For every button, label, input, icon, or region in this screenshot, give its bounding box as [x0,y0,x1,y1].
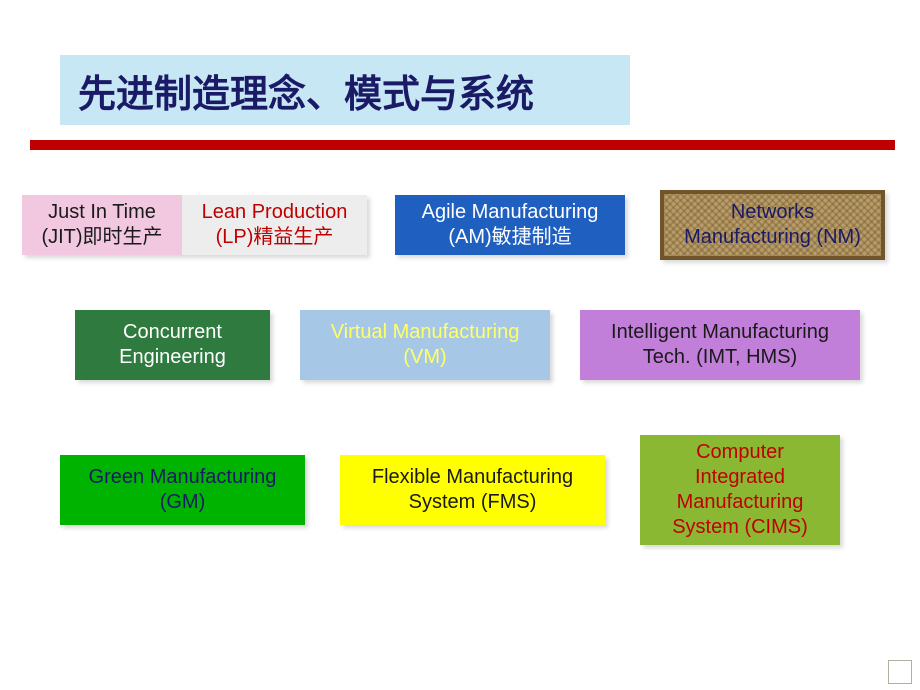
title-text: 先进制造理念、模式与系统 [78,63,534,118]
card-label: Just In Time(JIT)即时生产 [41,200,162,250]
concept-card: Green Manufacturing(GM) [60,455,305,525]
card-label: ComputerIntegratedManufacturingSystem (C… [672,440,808,540]
card-label: Virtual Manufacturing(VM) [331,320,520,370]
concept-card: Virtual Manufacturing(VM) [300,310,550,380]
title-box: 先进制造理念、模式与系统 [60,55,630,125]
card-label: Green Manufacturing(GM) [89,465,277,515]
card-label: Flexible ManufacturingSystem (FMS) [372,465,573,515]
concept-card: Lean Production(LP)精益生产 [182,195,367,255]
slide-corner-indicator [888,660,912,684]
concept-card: NetworksManufacturing (NM) [660,190,885,260]
title-underline [30,140,895,150]
concept-card: Flexible ManufacturingSystem (FMS) [340,455,605,525]
card-label: Intelligent ManufacturingTech. (IMT, HMS… [611,320,829,370]
concept-card: Agile Manufacturing(AM)敏捷制造 [395,195,625,255]
card-label: NetworksManufacturing (NM) [684,200,861,250]
concept-card: Just In Time(JIT)即时生产 [22,195,182,255]
card-label: Agile Manufacturing(AM)敏捷制造 [422,200,599,250]
concept-card: ComputerIntegratedManufacturingSystem (C… [640,435,840,545]
card-label: Lean Production(LP)精益生产 [202,200,348,250]
concept-card: ConcurrentEngineering [75,310,270,380]
card-label: ConcurrentEngineering [119,320,226,370]
concept-card: Intelligent ManufacturingTech. (IMT, HMS… [580,310,860,380]
